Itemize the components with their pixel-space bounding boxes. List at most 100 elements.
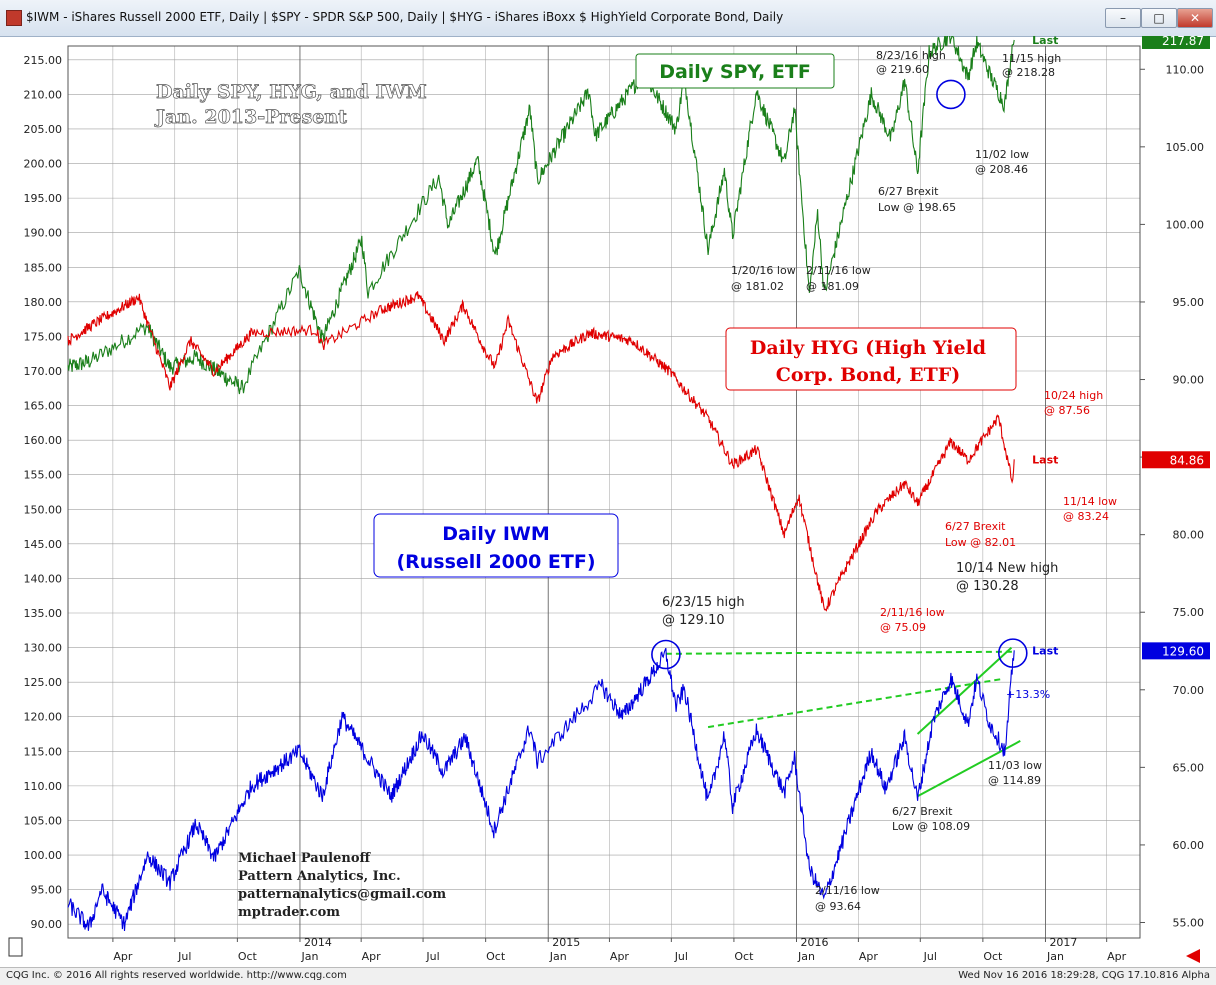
left-tick-label: 205.00 bbox=[24, 123, 63, 136]
left-tick-label: 165.00 bbox=[24, 400, 63, 413]
left-tick-label: 180.00 bbox=[24, 296, 63, 309]
right-tick-label: 95.00 bbox=[1173, 296, 1205, 309]
left-tick-label: 215.00 bbox=[24, 54, 63, 67]
hyg-title-line1: Daily HYG (High Yield bbox=[750, 337, 986, 359]
right-tick-label: 55.00 bbox=[1173, 916, 1205, 929]
left-tick-label: 195.00 bbox=[24, 192, 63, 205]
hyg-note-high-1: 10/24 high bbox=[1044, 389, 1103, 402]
iwm-note-low-0211-2: @ 93.64 bbox=[815, 900, 861, 913]
iwm-note-brexit-1: 6/27 Brexit bbox=[892, 805, 953, 818]
annotation-marks: Last 217.87 Last 84.86 Last 129.60 bbox=[651, 36, 1210, 670]
x-month-label: Oct bbox=[734, 950, 754, 963]
iwm-note-low-1103-1: 11/03 low bbox=[988, 759, 1042, 772]
minimize-button[interactable]: – bbox=[1105, 8, 1141, 28]
left-tick-label: 160.00 bbox=[24, 434, 63, 447]
left-tick-label: 90.00 bbox=[31, 918, 63, 931]
left-tick-label: 170.00 bbox=[24, 365, 63, 378]
plot-frame bbox=[67, 45, 1141, 939]
scroll-box bbox=[8, 937, 23, 957]
right-tick-label: 65.00 bbox=[1173, 761, 1205, 774]
spy-title-box bbox=[635, 53, 835, 89]
hyg-note-brexit-2: Low @ 82.01 bbox=[945, 536, 1016, 549]
x-month-label: Jan bbox=[797, 950, 815, 963]
hyg-note-low-1114-1: 11/14 low bbox=[1063, 495, 1117, 508]
maximize-button[interactable]: □ bbox=[1141, 8, 1177, 28]
iwm-note-brexit-2: Low @ 108.09 bbox=[892, 820, 970, 833]
left-tick-label: 100.00 bbox=[24, 849, 63, 862]
x-month-label: Jan bbox=[300, 950, 318, 963]
iwm-note-new-high-2: @ 130.28 bbox=[956, 579, 1019, 594]
last-value-label: 84.86 bbox=[1170, 453, 1204, 467]
x-month-label: Jul bbox=[674, 950, 688, 963]
series-line-hyg bbox=[67, 291, 1015, 612]
spy-note-high-1115-1: 11/15 high bbox=[1002, 52, 1061, 65]
left-tick-label: 125.00 bbox=[24, 676, 63, 689]
window-title: $IWM - iShares Russell 2000 ETF, Daily |… bbox=[26, 10, 784, 24]
title-bar: $IWM - iShares Russell 2000 ETF, Daily |… bbox=[0, 0, 1216, 37]
x-year-label: 2017 bbox=[1049, 936, 1077, 949]
credit-company: Pattern Analytics, Inc. bbox=[238, 869, 401, 884]
spy-note-low-0120-2: @ 181.02 bbox=[731, 280, 784, 293]
hyg-note-low-0211-1: 2/11/16 low bbox=[880, 606, 945, 619]
axes: 215.00 210.00 205.00 200.00 195.00 190.00 185.… bbox=[8, 45, 1205, 963]
left-tick-label: 130.00 bbox=[24, 642, 63, 655]
scroll-left-arrow-icon bbox=[1186, 949, 1200, 963]
left-tick-label: 190.00 bbox=[24, 227, 63, 240]
x-month-label: Apr bbox=[610, 950, 630, 963]
spy-note-brexit-2: Low @ 198.65 bbox=[878, 201, 956, 214]
last-value-box bbox=[1142, 451, 1210, 469]
iwm-title-line2: (Russell 2000 ETF) bbox=[396, 551, 595, 573]
hyg-note-high-2: @ 87.56 bbox=[1044, 404, 1090, 417]
left-tick-label: 95.00 bbox=[31, 884, 63, 897]
x-month-label: Oct bbox=[983, 950, 1003, 963]
highlight-circle bbox=[936, 79, 966, 110]
x-month-label: Apr bbox=[859, 950, 879, 963]
last-label: Last bbox=[1032, 36, 1058, 47]
series-line-iwm bbox=[67, 647, 1015, 932]
right-tick-label: 110.00 bbox=[1166, 63, 1205, 76]
x-month-label: Jan bbox=[1046, 950, 1064, 963]
x-year-label: 2015 bbox=[552, 936, 580, 949]
main-title-line1: Daily SPY, HYG, and IWM bbox=[156, 81, 427, 103]
spy-note-high-1115-2: @ 218.28 bbox=[1002, 66, 1055, 79]
left-tick-label: 140.00 bbox=[24, 572, 63, 585]
hyg-note-low-0211-2: @ 75.09 bbox=[880, 621, 926, 634]
right-tick-label: 105.00 bbox=[1166, 141, 1205, 154]
left-tick-label: 200.00 bbox=[24, 158, 63, 171]
left-tick-label: 185.00 bbox=[24, 261, 63, 274]
credit-author: Michael Paulenoff bbox=[238, 851, 371, 866]
x-month-label: Apr bbox=[362, 950, 382, 963]
left-tick-label: 145.00 bbox=[24, 538, 63, 551]
left-tick-label: 150.00 bbox=[24, 503, 63, 516]
spy-note-low-1102-1: 11/02 low bbox=[975, 148, 1029, 161]
iwm-title-box bbox=[373, 513, 619, 578]
right-tick-label: 70.00 bbox=[1173, 684, 1205, 697]
right-tick-label: 80.00 bbox=[1173, 529, 1205, 542]
spy-note-low-0120-1: 1/20/16 low bbox=[731, 264, 796, 277]
last-label: Last bbox=[1032, 453, 1058, 466]
last-value-box bbox=[1142, 36, 1210, 49]
spy-note-low-1102-2: @ 208.46 bbox=[975, 163, 1028, 176]
close-button[interactable]: ✕ bbox=[1177, 8, 1213, 28]
left-tick-label: 120.00 bbox=[24, 711, 63, 724]
spy-note-low-0211-2: @ 181.09 bbox=[806, 280, 859, 293]
iwm-note-high-prior-2: @ 129.10 bbox=[662, 613, 725, 628]
series-line-spy bbox=[67, 36, 1015, 395]
price-series bbox=[67, 36, 1015, 932]
main-title-line2: Jan. 2013-Present bbox=[154, 106, 347, 128]
left-tick-label: 110.00 bbox=[24, 780, 63, 793]
x-month-label: Jan bbox=[549, 950, 567, 963]
left-tick-label: 105.00 bbox=[24, 814, 63, 827]
left-tick-label: 135.00 bbox=[24, 607, 63, 620]
gridlines bbox=[68, 46, 1140, 938]
iwm-title-line1: Daily IWM bbox=[442, 523, 550, 545]
right-tick-label: 90.00 bbox=[1173, 374, 1205, 387]
x-month-label: Oct bbox=[238, 950, 258, 963]
credit-site: mptrader.com bbox=[238, 905, 340, 920]
spy-note-brexit-1: 6/27 Brexit bbox=[878, 185, 939, 198]
iwm-note-pct: +13.3% bbox=[1006, 688, 1050, 701]
chart-canvas[interactable]: 215.00 210.00 205.00 200.00 195.00 190.00 185.… bbox=[0, 36, 1216, 967]
x-month-label: Jul bbox=[425, 950, 439, 963]
iwm-note-low-0211-1: 2/11/16 low bbox=[815, 884, 880, 897]
right-tick-label: 75.00 bbox=[1173, 606, 1205, 619]
